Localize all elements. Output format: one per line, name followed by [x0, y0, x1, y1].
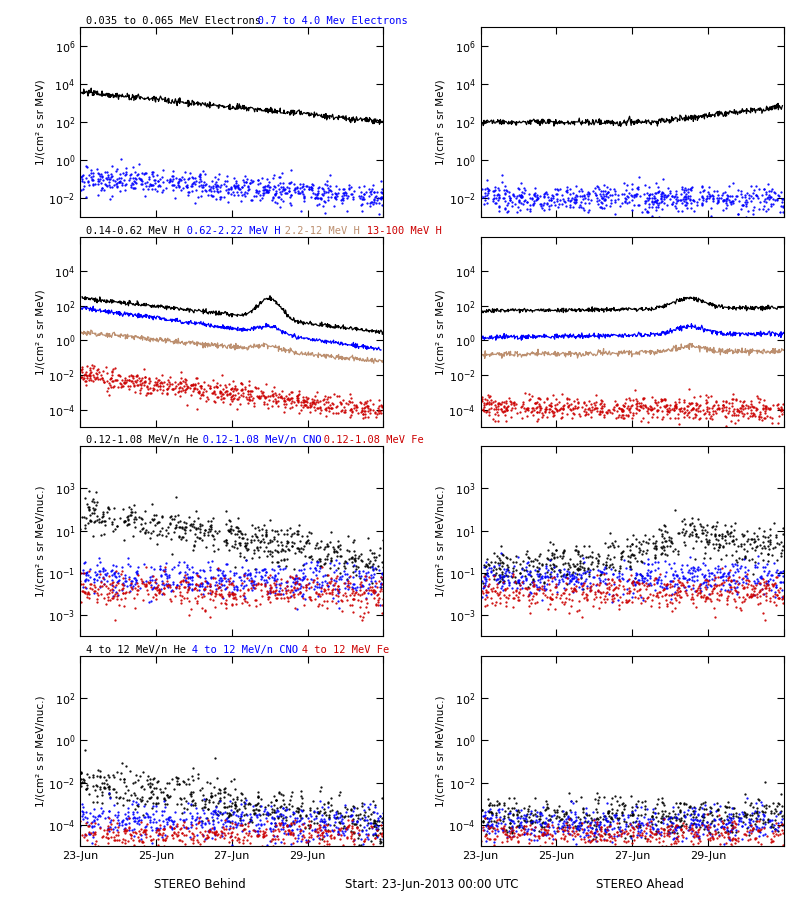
Text: 0.62-2.22 MeV H: 0.62-2.22 MeV H [168, 226, 281, 236]
Text: 0.7 to 4.0 Mev Electrons: 0.7 to 4.0 Mev Electrons [239, 16, 408, 26]
Text: 4 to 12 MeV/n CNO: 4 to 12 MeV/n CNO [174, 644, 298, 654]
Text: STEREO Behind: STEREO Behind [154, 878, 246, 891]
Text: 0.12-1.08 MeV/n He: 0.12-1.08 MeV/n He [86, 435, 198, 446]
Text: 0.12-1.08 MeV Fe: 0.12-1.08 MeV Fe [305, 435, 423, 446]
Text: 4 to 12 MeV Fe: 4 to 12 MeV Fe [282, 644, 389, 654]
Text: 4 to 12 MeV/n He: 4 to 12 MeV/n He [86, 644, 186, 654]
Y-axis label: 1/(cm² s sr MeV): 1/(cm² s sr MeV) [435, 289, 446, 374]
Y-axis label: 1/(cm² s sr MeV/nuc.): 1/(cm² s sr MeV/nuc.) [35, 485, 46, 597]
Text: STEREO Ahead: STEREO Ahead [596, 878, 684, 891]
Text: Start: 23-Jun-2013 00:00 UTC: Start: 23-Jun-2013 00:00 UTC [346, 878, 518, 891]
Y-axis label: 1/(cm² s sr MeV/nuc.): 1/(cm² s sr MeV/nuc.) [436, 485, 446, 597]
Text: 0.035 to 0.065 MeV Electrons: 0.035 to 0.065 MeV Electrons [86, 16, 261, 26]
Y-axis label: 1/(cm² s sr MeV): 1/(cm² s sr MeV) [35, 289, 45, 374]
Y-axis label: 1/(cm² s sr MeV/nuc.): 1/(cm² s sr MeV/nuc.) [435, 695, 446, 806]
Text: 2.2-12 MeV H: 2.2-12 MeV H [266, 226, 360, 236]
Y-axis label: 1/(cm² s sr MeV): 1/(cm² s sr MeV) [35, 79, 46, 165]
Text: 13-100 MeV H: 13-100 MeV H [348, 226, 442, 236]
Y-axis label: 1/(cm² s sr MeV/nuc.): 1/(cm² s sr MeV/nuc.) [35, 695, 45, 806]
Text: 0.12-1.08 MeV/n CNO: 0.12-1.08 MeV/n CNO [184, 435, 322, 446]
Y-axis label: 1/(cm² s sr MeV): 1/(cm² s sr MeV) [436, 79, 446, 165]
Text: 0.14-0.62 MeV H: 0.14-0.62 MeV H [86, 226, 180, 236]
